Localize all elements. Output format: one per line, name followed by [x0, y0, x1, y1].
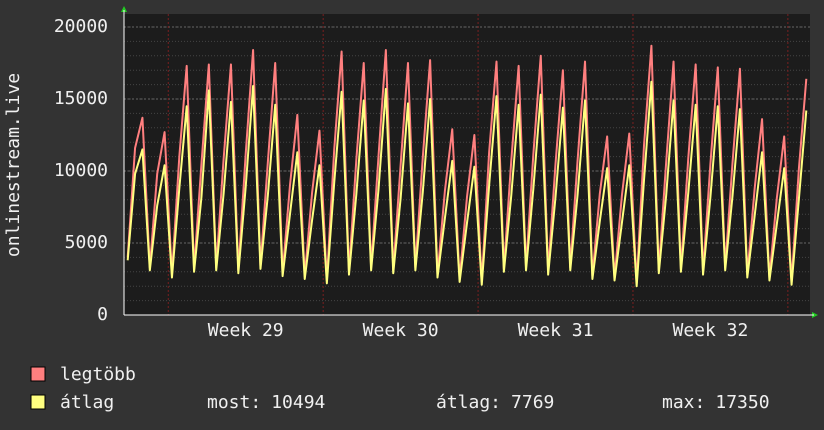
axis-arrow	[121, 6, 127, 12]
legend: legtöbb átlag most: 10494 átlag: 7769 max: 1735…	[30, 364, 770, 413]
stat-label: átlag:	[436, 392, 501, 413]
legend-label: legtöbb	[60, 364, 136, 385]
x-tick-label: Week 30	[363, 320, 439, 341]
y-tick-label: 10000	[54, 160, 108, 181]
x-tick-label: Week 32	[672, 320, 748, 341]
x-tick-label: Week 31	[518, 320, 594, 341]
legend-stat: max: 17350	[662, 392, 770, 413]
y-tick-label: 20000	[54, 16, 108, 37]
series-line	[126, 44, 808, 285]
axis-arrow	[812, 312, 818, 318]
x-tick-label: Week 29	[208, 320, 284, 341]
y-axis-label: onlinestream.live	[3, 73, 24, 257]
y-tick-label: 15000	[54, 88, 108, 109]
series-line	[126, 80, 808, 288]
stat-value: 7769	[511, 392, 554, 413]
stat-label: most:	[207, 392, 261, 413]
stat-label: max:	[662, 392, 705, 413]
legend-stat: most: 10494	[207, 392, 325, 413]
stat-value: 10494	[271, 392, 325, 413]
legend-swatch	[30, 394, 46, 410]
legend-stat: átlag: 7769	[436, 392, 554, 413]
y-tick-label: 5000	[65, 232, 108, 253]
stat-value: 17350	[715, 392, 769, 413]
y-tick-label: 0	[97, 304, 108, 325]
legend-label: átlag	[60, 392, 114, 413]
plot-marks	[126, 44, 808, 288]
legend-swatch	[30, 366, 46, 382]
